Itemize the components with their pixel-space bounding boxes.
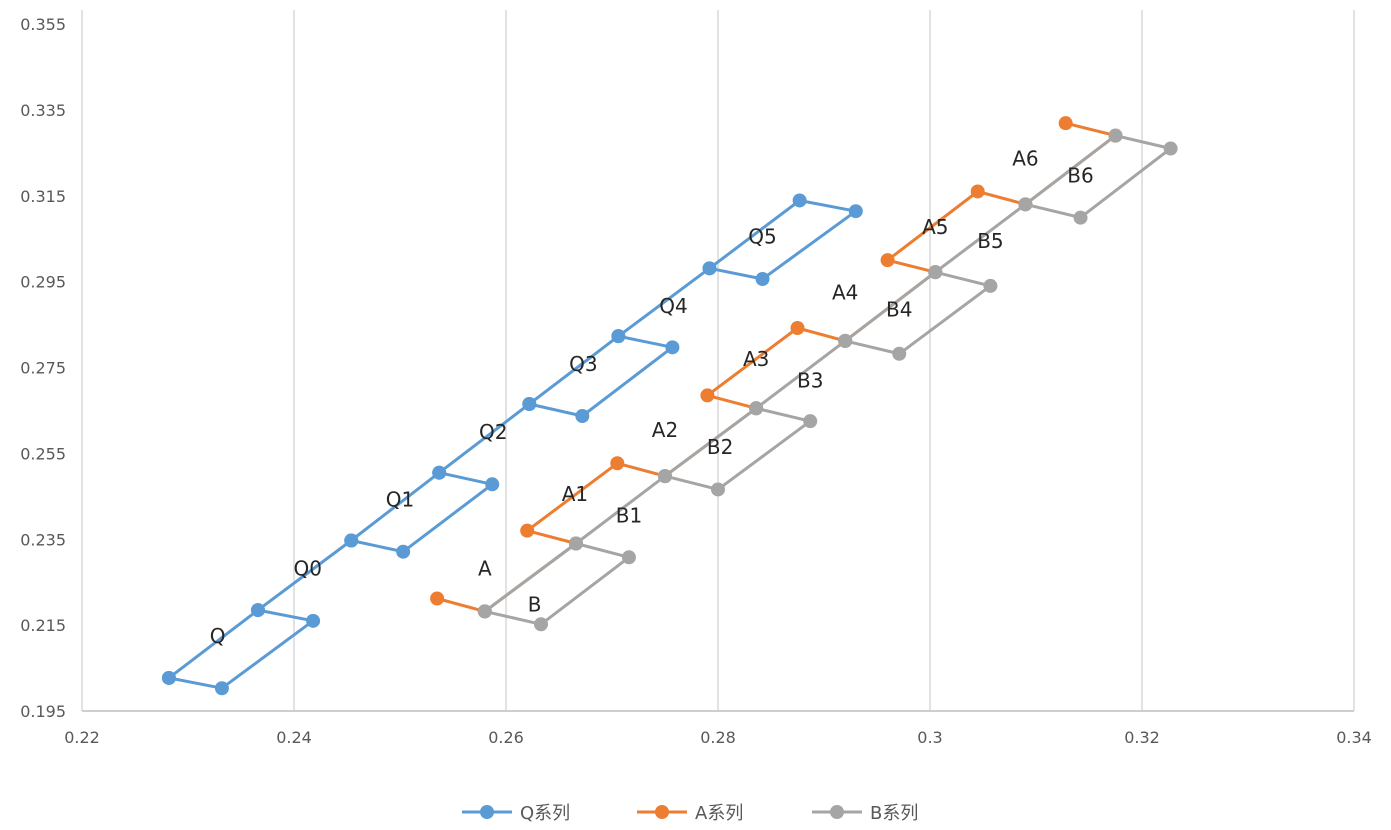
- data-point: [803, 414, 818, 429]
- legend-label: B系列: [870, 803, 918, 824]
- data-point: [970, 184, 985, 199]
- y-tick-label: 0.295: [20, 273, 66, 292]
- data-point: [658, 469, 672, 484]
- data-point: [838, 333, 853, 348]
- point-annotation: A1: [562, 482, 588, 506]
- data-point: [1073, 210, 1088, 225]
- point-annotation: B4: [886, 298, 912, 322]
- legend-item: B系列: [812, 803, 918, 824]
- data-point: [1108, 128, 1123, 143]
- data-point: [790, 320, 805, 335]
- data-point: [665, 340, 680, 355]
- point-annotation: A: [478, 556, 492, 580]
- point-annotation: A3: [743, 347, 769, 371]
- x-tick-label: 0.3: [917, 728, 942, 747]
- x-tick-label: 0.32: [1124, 728, 1160, 747]
- data-point: [880, 253, 895, 268]
- data-point: [1018, 197, 1033, 212]
- point-annotation: Q0: [294, 556, 322, 580]
- data-point: [396, 544, 411, 559]
- data-point: [432, 465, 447, 480]
- legend-label: Q系列: [520, 803, 570, 824]
- data-point: [983, 278, 998, 293]
- point-annotation: Q5: [748, 225, 776, 249]
- point-annotation: A6: [1012, 146, 1038, 170]
- data-point: [485, 477, 500, 492]
- annotations: Q Q0 Q1 Q2 Q3 Q4 Q5 A B A1 B1 A2 B2 A3 B3 A4 B4 A5 B5 A6 B6: [210, 146, 1094, 647]
- data-point: [928, 265, 943, 280]
- x-axis: 0.22 0.24 0.26 0.28 0.3 0.32 0.34: [64, 728, 1372, 747]
- point-annotation: Q1: [386, 487, 414, 511]
- y-tick-label: 0.315: [20, 187, 66, 206]
- point-annotation: B1: [616, 504, 642, 528]
- y-tick-label: 0.195: [20, 702, 66, 721]
- point-annotation: B2: [707, 435, 733, 459]
- y-tick-label: 0.335: [20, 101, 66, 120]
- point-annotation: A5: [922, 215, 948, 239]
- point-annotation: Q4: [659, 294, 687, 318]
- y-axis: 0.355 0.335 0.315 0.295 0.275 0.255 0.235 0.215…: [20, 15, 66, 721]
- x-tick-label: 0.22: [64, 728, 100, 747]
- y-tick-label: 0.255: [20, 444, 66, 463]
- data-point: [610, 456, 625, 471]
- data-point: [792, 193, 807, 208]
- data-point: [621, 550, 636, 565]
- legend-swatch-marker: [655, 805, 669, 819]
- point-annotation: Q: [210, 624, 226, 648]
- series-line: [436, 121, 1117, 613]
- data-point: [430, 591, 445, 606]
- data-point: [749, 401, 764, 416]
- point-annotation: A2: [652, 418, 678, 442]
- data-point: [344, 533, 359, 548]
- point-annotation: Q2: [479, 420, 507, 444]
- data-point: [214, 681, 229, 696]
- data-point: [848, 204, 863, 219]
- legend-item: Q系列: [462, 803, 570, 824]
- data-point: [250, 603, 265, 618]
- series-group: [161, 116, 1178, 696]
- y-tick-label: 0.355: [20, 15, 66, 34]
- data-point: [161, 670, 176, 685]
- data-point: [477, 604, 492, 619]
- legend-swatch-marker: [480, 805, 494, 819]
- y-tick-label: 0.235: [20, 530, 66, 549]
- point-annotation: B5: [977, 229, 1003, 253]
- x-tick-label: 0.26: [488, 728, 524, 747]
- legend: Q系列 A系列 B系列: [462, 803, 918, 824]
- series-line: [167, 199, 858, 690]
- x-tick-label: 0.24: [276, 728, 312, 747]
- data-point: [702, 261, 717, 276]
- data-point: [700, 388, 715, 403]
- data-point: [611, 329, 626, 344]
- data-point: [1163, 141, 1178, 156]
- data-point: [533, 617, 548, 632]
- legend-swatch-marker: [830, 805, 844, 819]
- series-0: [161, 193, 863, 696]
- point-annotation: B3: [797, 368, 823, 392]
- data-point: [520, 523, 535, 538]
- data-point: [522, 396, 537, 411]
- series-line: [483, 134, 1173, 626]
- y-tick-label: 0.275: [20, 359, 66, 378]
- data-point: [1058, 116, 1073, 131]
- y-tick-label: 0.215: [20, 616, 66, 635]
- point-annotation: B: [528, 593, 542, 617]
- data-point: [568, 536, 583, 551]
- data-point: [306, 613, 321, 628]
- x-tick-label: 0.28: [700, 728, 736, 747]
- series-1: [430, 116, 1123, 619]
- data-point: [892, 346, 907, 361]
- x-tick-label: 0.34: [1336, 728, 1372, 747]
- point-annotation: Q3: [569, 352, 597, 376]
- series-2: [477, 128, 1178, 632]
- point-annotation: B6: [1067, 164, 1093, 188]
- grid: [81, 10, 1355, 712]
- data-point: [575, 409, 590, 424]
- data-point: [755, 272, 770, 287]
- point-annotation: A4: [832, 280, 858, 304]
- data-point: [711, 482, 725, 497]
- legend-label: A系列: [695, 803, 743, 824]
- legend-item: A系列: [637, 803, 743, 824]
